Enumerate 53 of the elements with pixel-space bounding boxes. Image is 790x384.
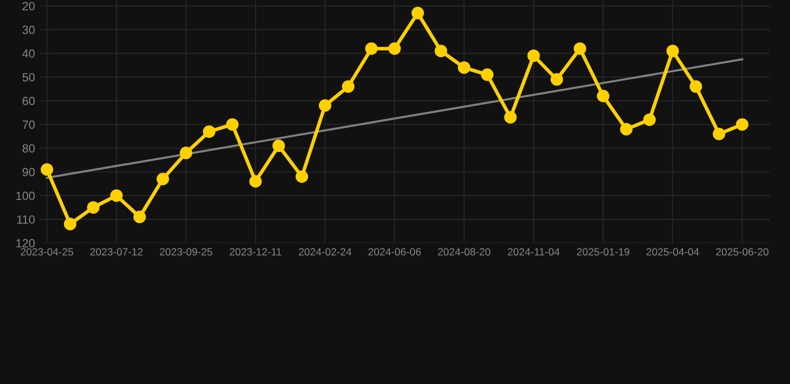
point (365, 42, 378, 55)
y-tick-label: 110 (17, 215, 35, 224)
point (690, 80, 702, 93)
point (156, 172, 170, 186)
y-tick-label: 120 (16, 239, 35, 248)
point (87, 201, 100, 214)
x-tick-label: 2025-01-19 (577, 248, 630, 256)
point (64, 218, 76, 230)
x-tick-label: 2024-11-04 (508, 248, 560, 256)
point (40, 163, 54, 176)
point (434, 44, 448, 58)
point (133, 210, 146, 224)
point (458, 61, 470, 74)
point (712, 128, 726, 140)
x-tick-label: 2023-07-12 (90, 248, 143, 256)
x-tick-label: 2023-12-11 (230, 248, 282, 256)
point (388, 42, 401, 55)
x-tick-label: 2023-09-25 (160, 248, 212, 256)
x-tick-label: 2024-08-20 (438, 248, 490, 256)
point (550, 73, 564, 86)
x-tick-label: 2024-02-24 (298, 248, 352, 256)
point (574, 42, 586, 55)
point (180, 146, 192, 160)
point (666, 44, 679, 58)
point (249, 175, 262, 188)
x-tick-label: 2024-06-06 (368, 248, 421, 256)
point (736, 118, 748, 131)
point (202, 125, 216, 138)
point (318, 99, 332, 112)
point (620, 122, 633, 136)
y-tick-label: 30 (22, 26, 35, 34)
point (596, 90, 610, 102)
y-tick-label: 50 (22, 73, 35, 82)
y-tick-label: 40 (22, 49, 35, 58)
point (296, 170, 308, 183)
y-tick-label: 20 (22, 2, 35, 10)
x-tick-label: 2025-04-04 (646, 248, 700, 256)
y-tick-label: 100 (16, 192, 35, 200)
x-tick-label: 2023-04-25 (20, 248, 74, 256)
point (342, 80, 354, 93)
y-tick-label: 90 (22, 168, 35, 176)
point (527, 49, 540, 62)
point (504, 111, 517, 124)
y-tick-label: 80 (22, 144, 35, 153)
y-tick-label: 70 (22, 120, 35, 129)
point (643, 113, 656, 126)
point (226, 118, 239, 131)
x-tick-label: 2025-06-20 (716, 248, 768, 256)
y-tick-label: 60 (22, 96, 35, 106)
point (110, 189, 123, 202)
point (272, 140, 285, 152)
point (411, 6, 424, 20)
point (481, 68, 494, 81)
